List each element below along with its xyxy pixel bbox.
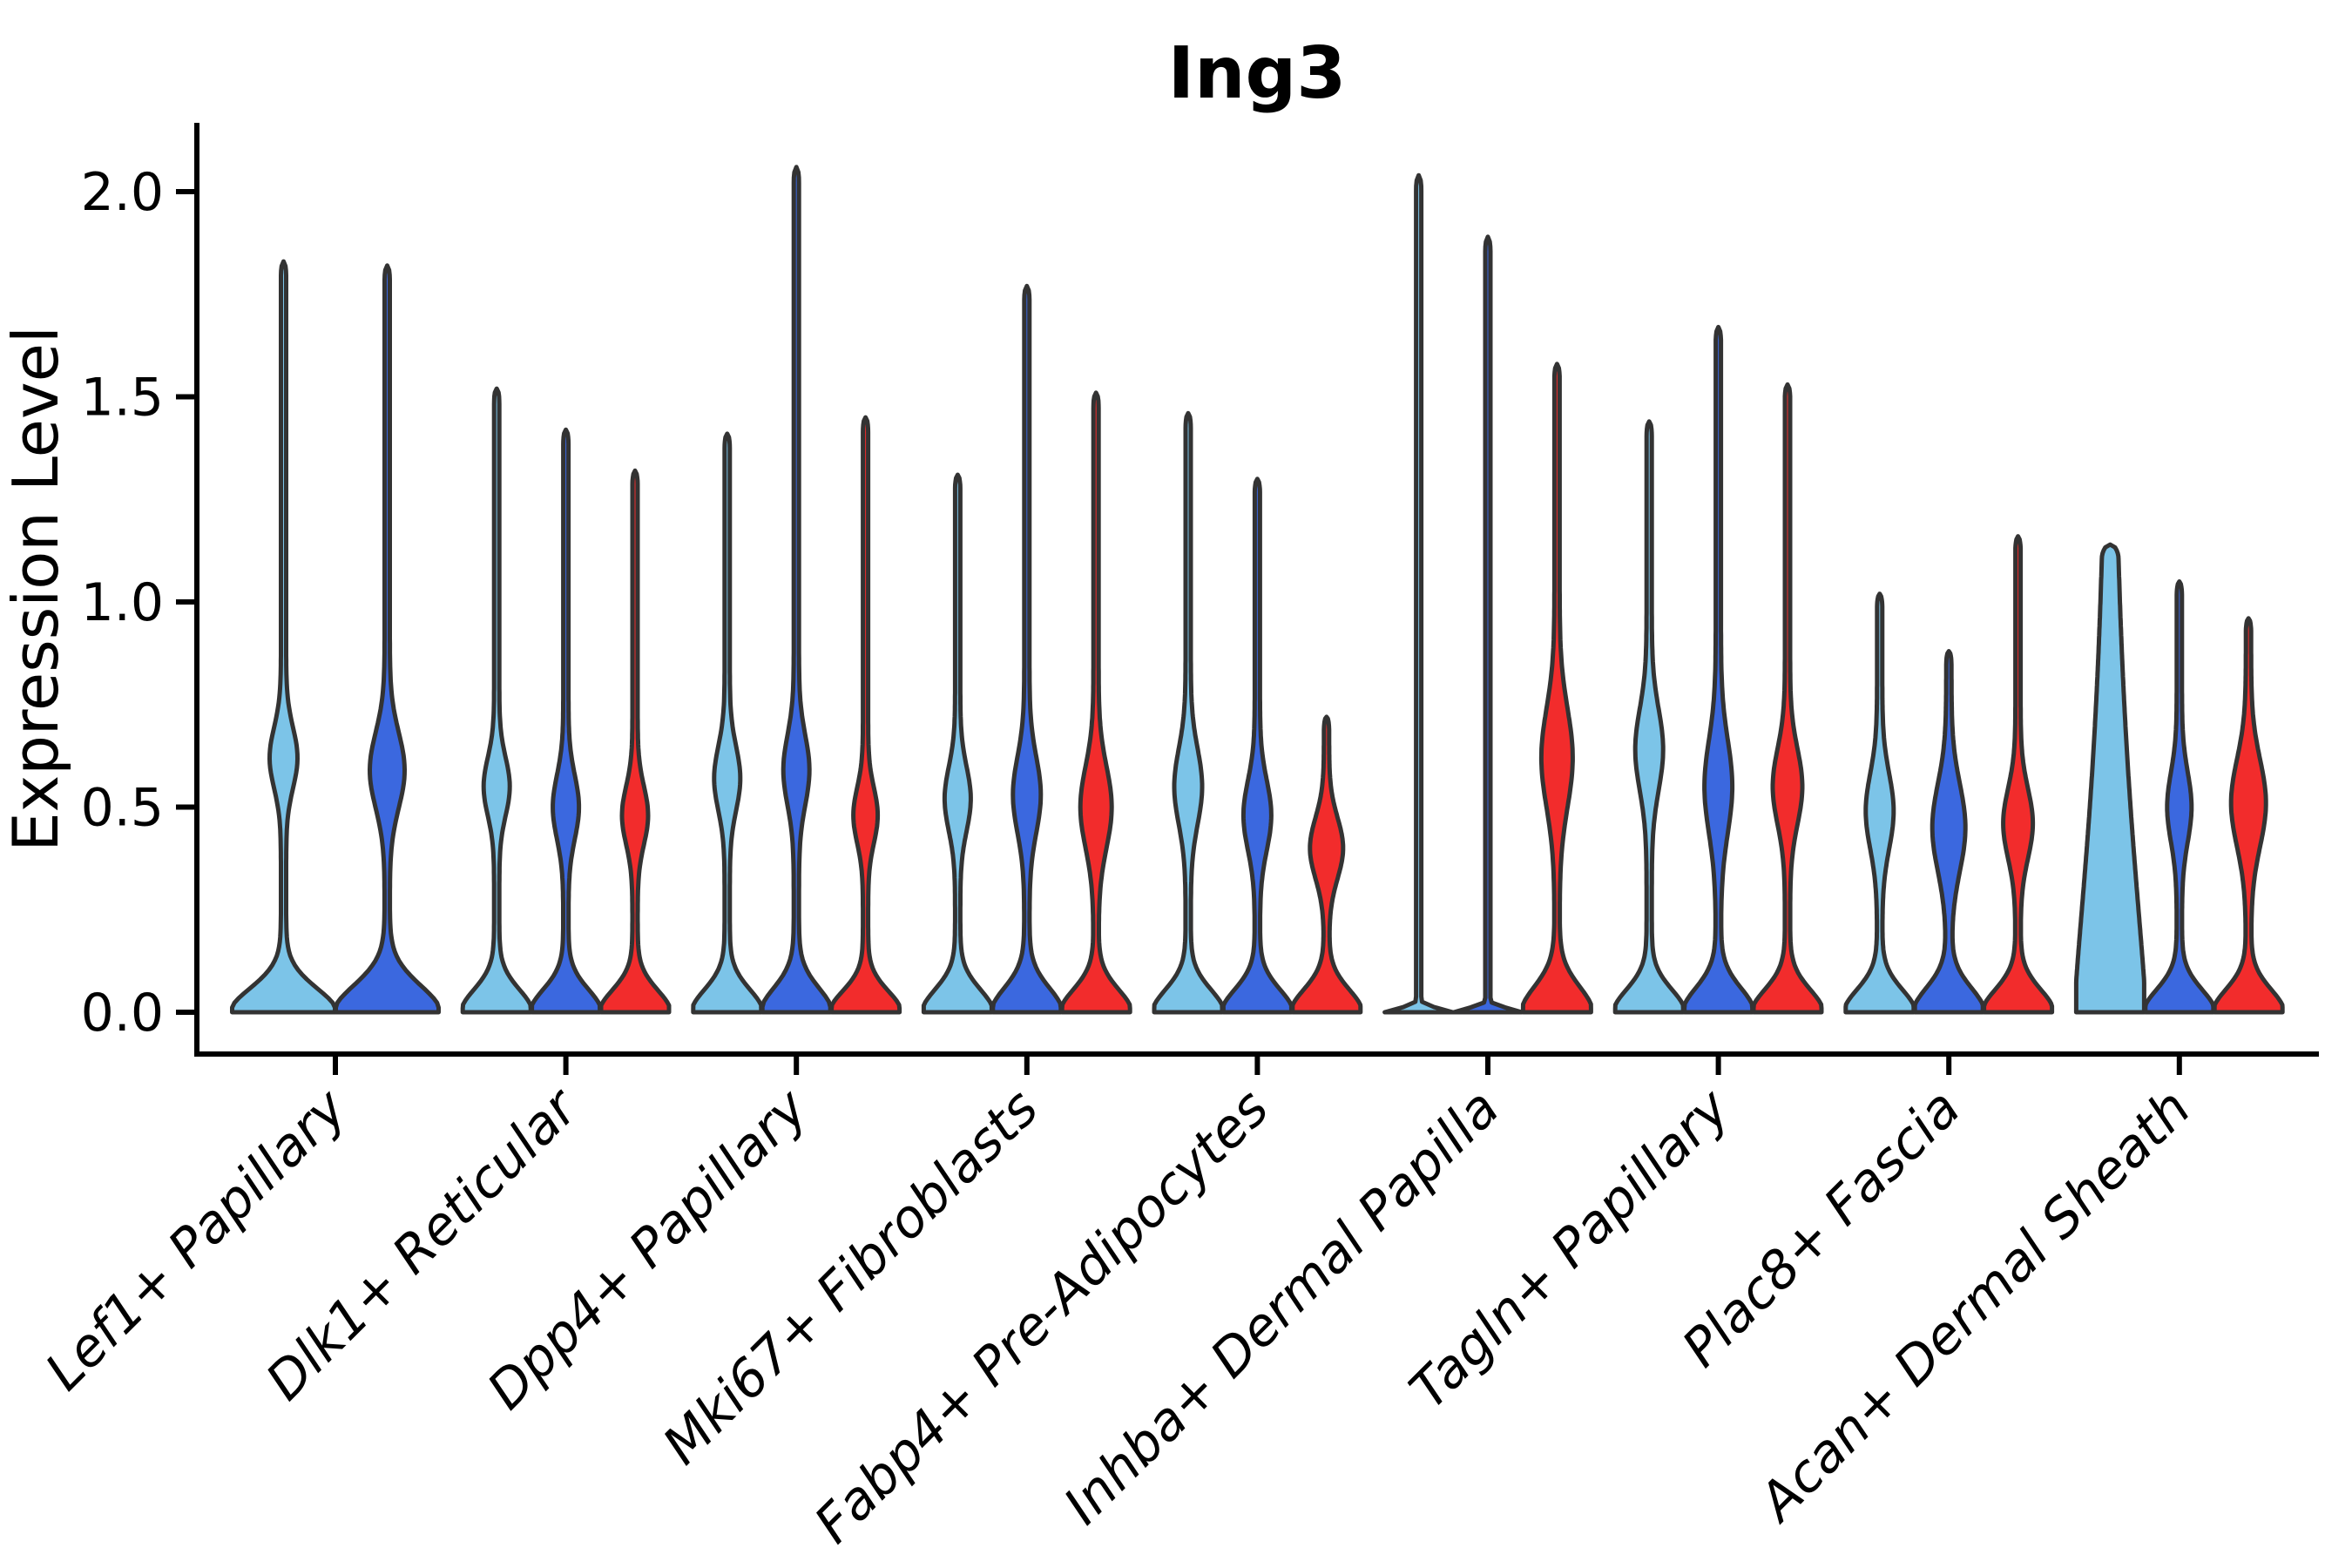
y-tick-label: 0.5 (81, 778, 164, 839)
y-tick-label: 1.0 (81, 572, 164, 633)
violin-fabp4-pre-adipocytes-split-3 (1290, 714, 1363, 1015)
violin-tagln-papillary-split-3 (1751, 382, 1824, 1015)
violin-dlk1-reticular-split-2 (530, 427, 603, 1015)
violin-lef1-papillary-split-1 (230, 259, 337, 1015)
violin-mki67-fibroblasts-split-1 (921, 472, 994, 1015)
violin-acan-dermal-sheath-split-3 (2212, 616, 2285, 1015)
violin-dpp4-papillary-split-3 (829, 415, 902, 1015)
violin-dpp4-papillary-split-2 (760, 165, 833, 1015)
violin-tagln-papillary-split-1 (1612, 419, 1686, 1015)
violin-tagln-papillary-split-2 (1682, 324, 1755, 1015)
y-tick-label: 0.0 (81, 983, 164, 1044)
y-tick-label: 2.0 (81, 162, 164, 223)
x-tick-label: Inhba+ Dermal Papilla (1052, 1078, 1511, 1536)
violin-fabp4-pre-adipocytes-split-2 (1220, 476, 1294, 1015)
violin-acan-dermal-sheath-split-1 (2073, 542, 2146, 1015)
violin-plac8-fascia-split-2 (1912, 649, 1985, 1015)
chart-title: Ing3 (1168, 32, 1347, 115)
violins-layer (230, 165, 2285, 1015)
violin-inhba-dermal-papilla-split-2 (1451, 234, 1524, 1015)
y-tick-label: 1.5 (81, 368, 164, 429)
violin-plac8-fascia-split-3 (1982, 534, 2055, 1015)
violin-plac8-fascia-split-1 (1843, 591, 1916, 1015)
violin-mki67-fibroblasts-split-3 (1059, 390, 1132, 1015)
x-tick-label: Mki67+ Fibroblasts (652, 1078, 1051, 1477)
violin-fabp4-pre-adipocytes-split-1 (1152, 410, 1225, 1015)
x-tick-label: Fabp4+ Pre-Adipocytes (803, 1078, 1281, 1555)
violin-dlk1-reticular-split-3 (598, 468, 672, 1015)
violin-acan-dermal-sheath-split-2 (2143, 579, 2216, 1015)
violin-dlk1-reticular-split-1 (460, 386, 533, 1015)
x-tick-label: Acan+ Dermal Sheath (1746, 1078, 2203, 1535)
violin-dpp4-papillary-split-1 (691, 431, 764, 1015)
violin-inhba-dermal-papilla-split-1 (1382, 172, 1456, 1015)
violin-lef1-papillary-split-2 (334, 263, 441, 1015)
y-axis-label: Expression Level (0, 326, 72, 852)
violin-inhba-dermal-papilla-split-3 (1520, 362, 1593, 1015)
violin-mki67-fibroblasts-split-2 (990, 283, 1064, 1015)
axes-layer (176, 123, 2319, 1075)
